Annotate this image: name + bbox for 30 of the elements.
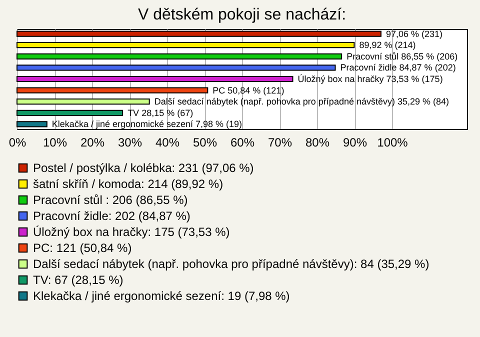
- x-tick-label: 20%: [80, 136, 105, 150]
- x-tick-label: 40%: [155, 136, 180, 150]
- x-tick-label: 90%: [342, 136, 368, 150]
- data-label: PC 50,84 % (121): [212, 85, 284, 96]
- chart-title: V dětském pokoji se nachází:: [138, 6, 346, 24]
- data-label: Další sedací nábytek (např. pohovka pro případné návštěvy) 35,29 % (84): [154, 96, 450, 107]
- x-tick-label: 0%: [8, 136, 26, 150]
- legend-label: Pracovní židle: 202 (84,87 %): [33, 209, 190, 223]
- x-tick-label: 50%: [192, 136, 218, 150]
- data-label: 97,06 % (231): [386, 28, 443, 39]
- x-tick-label: 80%: [305, 136, 330, 150]
- legend-label: PC: 121 (50,84 %): [33, 241, 132, 255]
- legend-label: Další sedací nábytek (např. pohovka pro případné návštěvy): 84 (35,29 %): [33, 257, 430, 271]
- x-tick-label: 100%: [377, 136, 408, 150]
- x-tick-label: 10%: [42, 136, 68, 150]
- legend-label: šatní skříň / komoda: 214 (89,92 %): [33, 177, 224, 191]
- x-tick-label: 70%: [268, 136, 292, 150]
- data-label: Pracovní židle 84,87 % (202): [340, 62, 456, 73]
- legend-label: Klekačka / jiné ergonomické sezení: 19 (7,98 %): [33, 289, 290, 303]
- legend-label: TV: 67 (28,15 %): [33, 273, 124, 287]
- legend-label: Úložný box na hračky: 175 (73,53 %): [33, 225, 230, 239]
- data-label: Pracovní stůl 86,55 % (206): [346, 51, 458, 62]
- data-label: 89,92 % (214): [359, 40, 416, 50]
- data-label: TV 28,15 % (67): [128, 108, 194, 118]
- data-label: Klekačka / jiné ergonomické sezení 7,98 % (19): [52, 119, 242, 130]
- legend-label: Postel / postýlka / kolébka: 231 (97,06 %): [33, 161, 254, 175]
- data-label: Úložný box na hračky 73,53 % (175): [298, 74, 443, 84]
- x-tick-label: 60%: [230, 136, 255, 150]
- x-tick-label: 30%: [118, 136, 142, 150]
- legend-label: Pracovní stůl : 206 (86,55 %): [33, 193, 188, 207]
